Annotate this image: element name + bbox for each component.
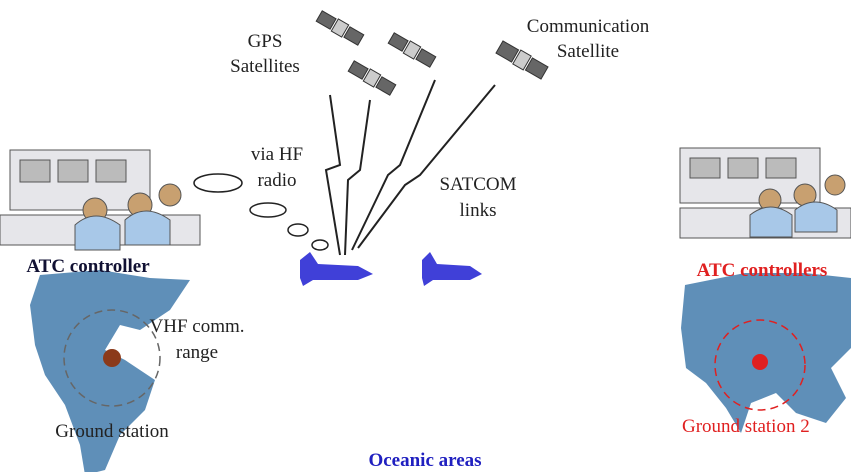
aircraft <box>300 252 373 286</box>
atc-right-label: ATC controllers <box>697 260 828 281</box>
links <box>324 79 496 256</box>
ground-left-label: Ground station <box>55 421 169 442</box>
aircraft <box>422 252 482 286</box>
hf-label: via HF radio <box>251 144 303 191</box>
map-americas <box>30 270 190 472</box>
ground-station-left <box>103 349 121 367</box>
vhf-range <box>63 309 161 407</box>
comm-sat-label: Communication Satellite <box>527 16 650 62</box>
satellites <box>315 10 549 96</box>
controllers-left <box>0 149 201 251</box>
gps-label: GPS Satellites <box>230 31 300 77</box>
satcom-label: SATCOM links <box>439 174 516 221</box>
ground-station-right <box>752 354 768 370</box>
map-asia <box>681 273 851 433</box>
hf-bubbles <box>193 173 329 251</box>
atc-left-label: ATC controller <box>26 256 150 277</box>
vhf-label: VHF comm. range <box>150 316 245 363</box>
ocean-label: Oceanic areas <box>368 450 481 471</box>
ground-right-label: Ground station 2 <box>682 416 810 437</box>
range-right <box>714 319 806 411</box>
controllers-right <box>679 147 851 239</box>
